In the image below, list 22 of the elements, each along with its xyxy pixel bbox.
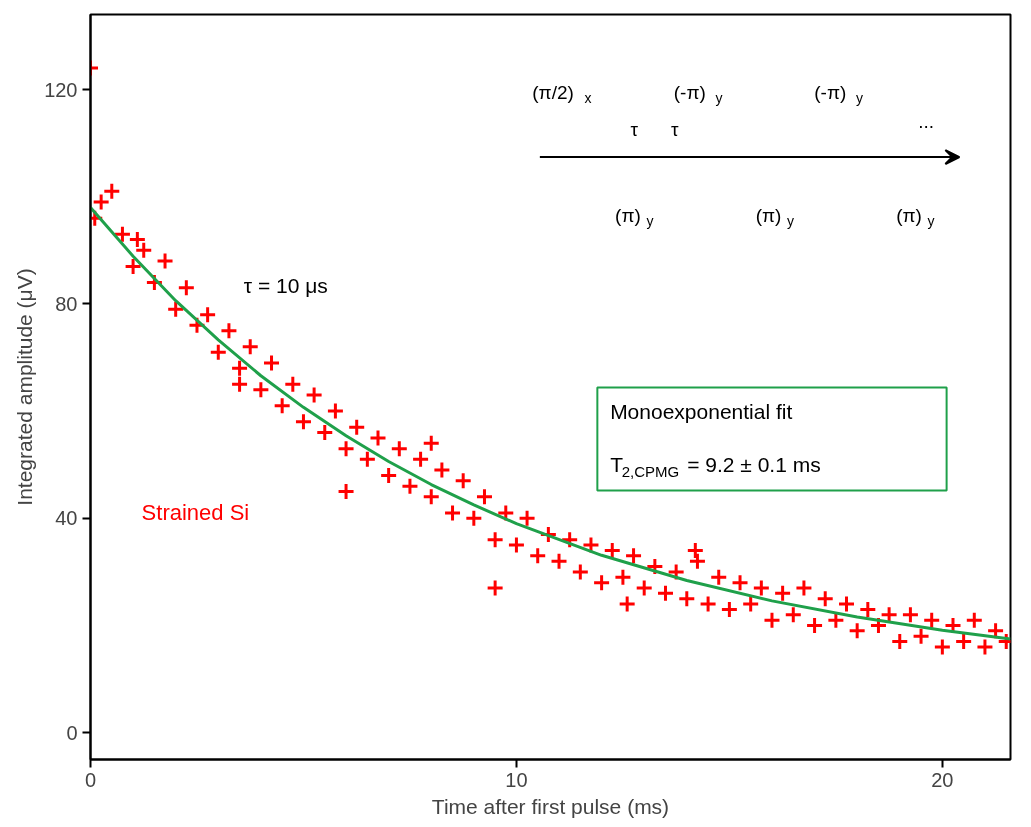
y-tick-label: 80 <box>55 292 78 315</box>
x-tick-label: 10 <box>505 768 528 791</box>
text: Strained Si <box>141 500 250 526</box>
annotation: ... <box>918 111 934 133</box>
annotation: (π/2)x <box>532 81 592 106</box>
annotation: (-π)y <box>814 81 864 106</box>
x-tick-label: 0 <box>84 768 97 791</box>
x-tick-label: 20 <box>931 768 954 791</box>
x-axis-title: Time after first pulse (ms) <box>431 794 670 818</box>
y-tick-label: 120 <box>44 78 78 101</box>
y-tick-label: 0 <box>66 721 78 744</box>
y-tick-label: 40 <box>55 507 78 530</box>
annotation: τ = 10 μs <box>243 273 328 297</box>
annotation: τ <box>670 119 679 141</box>
annotation: (π)y <box>896 204 935 230</box>
annotation: Monoexponential fit <box>610 399 793 423</box>
annotation: (π)y <box>755 204 794 230</box>
annotation: (-π)y <box>673 81 723 106</box>
annotation: (π)y <box>615 204 654 230</box>
y-axis-title: Integrated amplitude (μV) <box>13 268 37 506</box>
line-series <box>90 205 1011 641</box>
annotation: τ <box>630 119 639 141</box>
